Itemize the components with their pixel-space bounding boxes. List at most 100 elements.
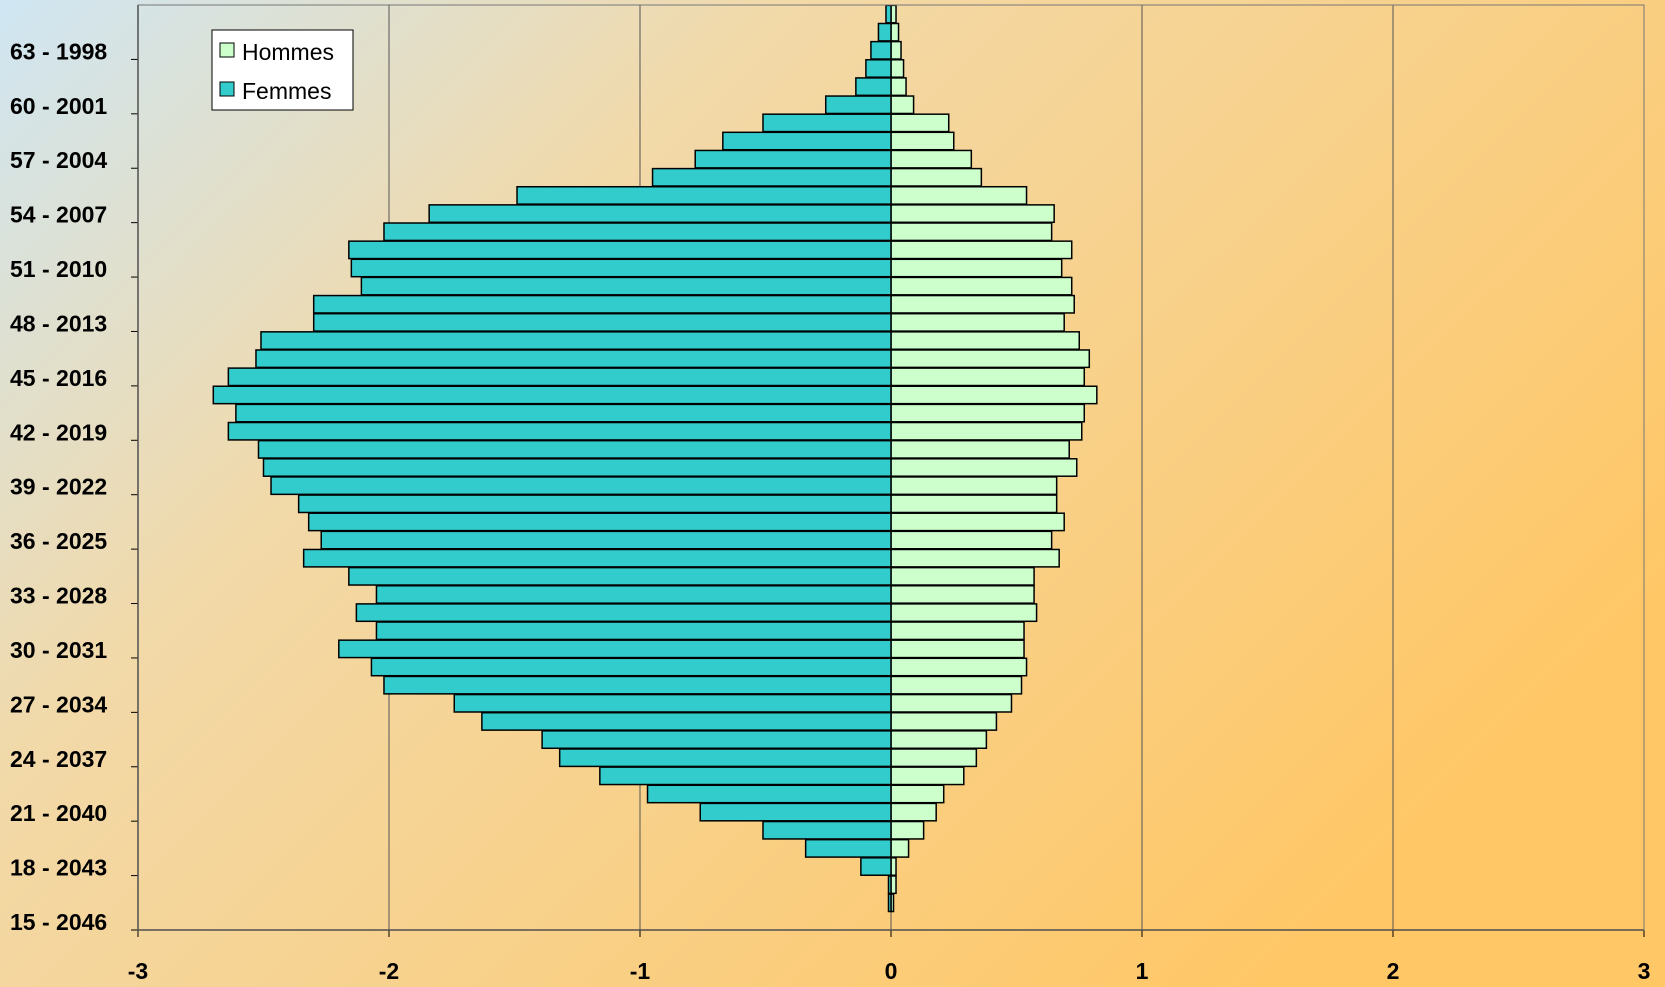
bar bbox=[890, 312, 1065, 332]
x-tick-label: 3 bbox=[1638, 958, 1651, 984]
bar bbox=[890, 802, 937, 822]
bar bbox=[890, 784, 945, 804]
y-tick-label: 57 - 2004 bbox=[10, 147, 107, 173]
bar bbox=[890, 476, 1058, 496]
y-tick-label: 45 - 2016 bbox=[10, 365, 107, 391]
y-tick-label: 24 - 2037 bbox=[10, 746, 107, 772]
y-tick-label: 51 - 2010 bbox=[10, 256, 107, 282]
bar bbox=[722, 131, 892, 151]
bar bbox=[890, 639, 1025, 659]
bar bbox=[260, 331, 892, 350]
legend-swatch bbox=[219, 81, 235, 97]
bar bbox=[890, 40, 902, 60]
bar bbox=[890, 530, 1053, 550]
bar bbox=[262, 458, 892, 477]
bar bbox=[338, 639, 892, 659]
legend-label: Femmes bbox=[242, 78, 331, 104]
y-tick-label: 21 - 2040 bbox=[10, 800, 107, 826]
bar bbox=[890, 294, 1075, 314]
bar bbox=[890, 548, 1060, 568]
legend-label: Hommes bbox=[242, 39, 334, 65]
bar bbox=[890, 766, 965, 786]
bar bbox=[599, 766, 892, 786]
bar bbox=[651, 167, 892, 187]
bar bbox=[890, 385, 1098, 405]
y-tick-label: 33 - 2028 bbox=[10, 583, 107, 609]
bar bbox=[890, 439, 1070, 459]
bar bbox=[312, 294, 892, 314]
y-tick-label: 36 - 2025 bbox=[10, 528, 107, 554]
bar bbox=[890, 331, 1080, 350]
bar bbox=[890, 730, 988, 750]
bar bbox=[360, 276, 892, 296]
plot-border bbox=[137, 4, 1645, 931]
bar bbox=[890, 512, 1065, 532]
bar bbox=[212, 385, 892, 405]
bar bbox=[312, 312, 892, 332]
bar bbox=[890, 820, 925, 840]
bar bbox=[890, 657, 1028, 677]
bar bbox=[890, 494, 1058, 514]
bar bbox=[255, 349, 892, 369]
y-tick-label: 18 - 2043 bbox=[10, 855, 107, 881]
bar bbox=[890, 403, 1086, 423]
bar bbox=[890, 349, 1091, 369]
bar bbox=[694, 149, 892, 169]
bar bbox=[890, 185, 1028, 205]
legend: Hommes Femmes bbox=[211, 29, 354, 111]
bar bbox=[890, 875, 897, 895]
y-tick-label: 54 - 2007 bbox=[10, 202, 107, 228]
bar bbox=[890, 77, 907, 97]
bar bbox=[890, 131, 955, 151]
bar bbox=[762, 113, 892, 133]
bar bbox=[890, 603, 1038, 623]
x-tick-label: -1 bbox=[630, 958, 651, 984]
bar bbox=[890, 95, 915, 115]
bar bbox=[227, 367, 892, 387]
bar bbox=[890, 149, 973, 169]
bar bbox=[890, 276, 1073, 296]
bar bbox=[804, 838, 892, 858]
bar bbox=[890, 421, 1083, 441]
bar bbox=[877, 22, 892, 42]
bar bbox=[646, 784, 892, 804]
bar bbox=[890, 838, 910, 858]
x-tick-label: -3 bbox=[128, 958, 148, 984]
y-tick-label: 30 - 2031 bbox=[10, 637, 107, 663]
bar bbox=[320, 530, 892, 550]
bar bbox=[762, 820, 892, 840]
bar bbox=[428, 204, 892, 224]
bar bbox=[890, 458, 1078, 477]
bar bbox=[370, 657, 892, 677]
bar bbox=[890, 22, 900, 42]
y-tick-label: 27 - 2034 bbox=[10, 691, 107, 717]
bar bbox=[855, 77, 892, 97]
bar bbox=[887, 893, 892, 913]
bar bbox=[383, 675, 892, 695]
bar bbox=[890, 857, 897, 876]
plot: -3 -2 -1 0 1 2 3 15 - 2046 18 - 2043 21 - 2040 24 … bbox=[10, 4, 1651, 984]
bar bbox=[890, 585, 1035, 604]
bar bbox=[453, 693, 892, 713]
bar bbox=[890, 675, 1023, 695]
bar bbox=[257, 439, 892, 459]
bar bbox=[885, 4, 892, 24]
bar bbox=[558, 748, 892, 768]
bar bbox=[890, 59, 905, 78]
x-tick-label: 2 bbox=[1387, 958, 1400, 984]
bar bbox=[302, 548, 892, 568]
bar bbox=[375, 621, 892, 641]
bar bbox=[887, 875, 892, 895]
x-tick-label: 1 bbox=[1136, 958, 1149, 984]
bar bbox=[307, 512, 892, 532]
bar bbox=[890, 748, 978, 768]
legend-box bbox=[211, 29, 354, 111]
bar bbox=[890, 367, 1086, 387]
bar bbox=[890, 258, 1063, 278]
bar bbox=[890, 113, 950, 133]
bar bbox=[227, 421, 892, 441]
bar bbox=[541, 730, 892, 750]
bar bbox=[375, 585, 892, 604]
bar bbox=[348, 566, 892, 586]
